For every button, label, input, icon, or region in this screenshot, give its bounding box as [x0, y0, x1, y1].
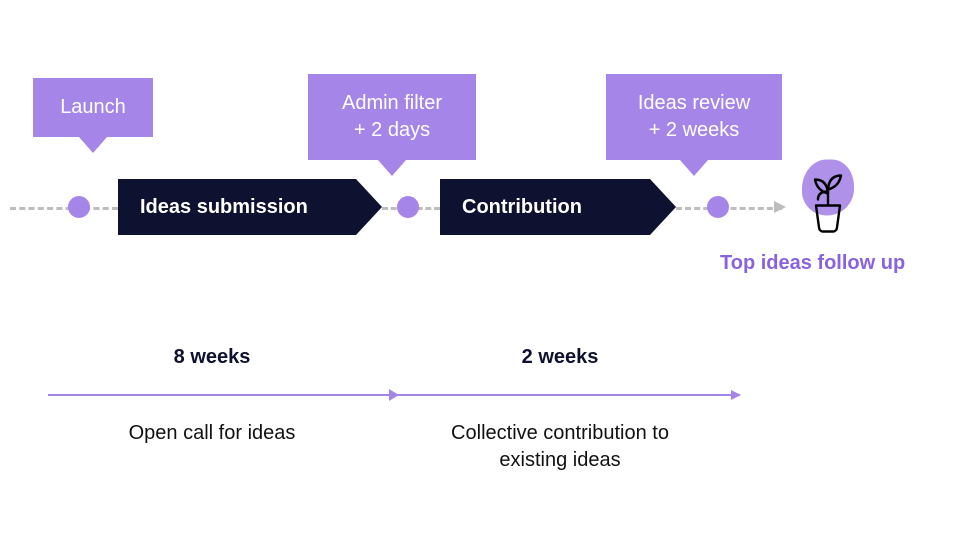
stage-contribution-label: Contribution [462, 196, 582, 219]
bottom-arrow-mid-tick-icon [389, 389, 399, 401]
stage-contribution: Contribution [440, 179, 650, 235]
milestone-dot-filter [397, 196, 419, 218]
sublabel-collective: Collective contribution to existing idea… [451, 420, 669, 474]
sublabel-open-call: Open call for ideas [129, 420, 296, 447]
sublabel-collective-line1: Collective contribution to [451, 422, 669, 444]
stage-ideas-submission: Ideas submission [118, 179, 356, 235]
sublabel-collective-line2: existing ideas [499, 449, 620, 471]
callout-review-line2: + 2 weeks [649, 119, 740, 141]
callout-filter-line1: Admin filter [342, 92, 442, 114]
callout-filter: Admin filter + 2 days [308, 74, 476, 160]
callout-review: Ideas review + 2 weeks [606, 74, 782, 160]
callout-filter-line2: + 2 days [354, 119, 430, 141]
dashed-seg-1 [10, 207, 118, 210]
follow-up-label: Top ideas follow up [720, 252, 905, 275]
diagram-canvas: Launch Admin filter + 2 days Ideas revie… [0, 0, 960, 540]
sublabel-open-call-line1: Open call for ideas [129, 422, 296, 444]
dashed-arrowhead-icon [774, 201, 786, 213]
duration-8-weeks: 8 weeks [174, 346, 251, 369]
milestone-dot-launch [68, 196, 90, 218]
plant-icon [798, 172, 858, 239]
callout-launch-line1: Launch [60, 96, 126, 118]
duration-2-weeks: 2 weeks [522, 346, 599, 369]
callout-review-line1: Ideas review [638, 92, 750, 114]
dashed-seg-3 [676, 207, 782, 210]
callout-launch: Launch [33, 78, 153, 137]
bottom-arrow-head-icon [731, 390, 741, 400]
milestone-dot-review [707, 196, 729, 218]
stage-ideas-label: Ideas submission [140, 196, 308, 219]
